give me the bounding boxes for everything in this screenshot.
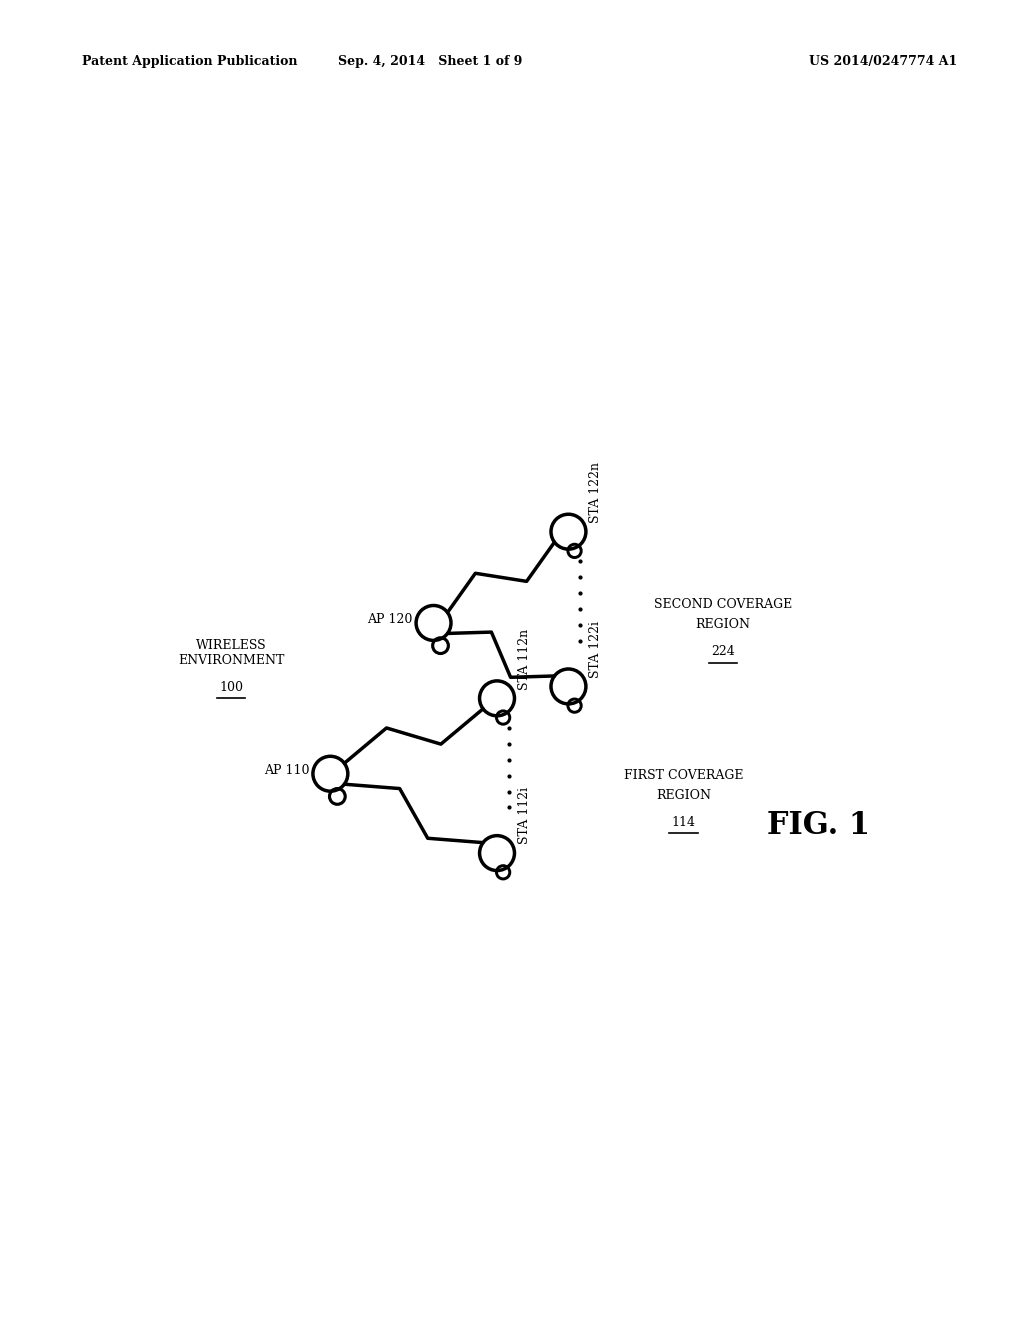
- Text: 114: 114: [672, 816, 695, 829]
- Text: WIRELESS: WIRELESS: [196, 639, 266, 652]
- Text: SECOND COVERAGE: SECOND COVERAGE: [654, 598, 793, 611]
- Text: STA 122n: STA 122n: [590, 462, 602, 523]
- Text: US 2014/0247774 A1: US 2014/0247774 A1: [809, 55, 957, 69]
- Text: REGION: REGION: [656, 788, 711, 801]
- Text: ENVIRONMENT: ENVIRONMENT: [178, 653, 285, 667]
- Text: 100: 100: [219, 681, 243, 694]
- Text: STA 112i: STA 112i: [518, 787, 531, 845]
- Text: STA 112n: STA 112n: [518, 628, 531, 689]
- Text: AP 110: AP 110: [264, 764, 309, 776]
- Text: 224: 224: [712, 645, 735, 659]
- Text: Patent Application Publication: Patent Application Publication: [82, 55, 297, 69]
- Text: FIRST COVERAGE: FIRST COVERAGE: [624, 768, 743, 781]
- Text: REGION: REGION: [695, 618, 751, 631]
- Text: FIG. 1: FIG. 1: [767, 809, 870, 841]
- Text: Sep. 4, 2014   Sheet 1 of 9: Sep. 4, 2014 Sheet 1 of 9: [338, 55, 522, 69]
- Text: STA 122i: STA 122i: [590, 620, 602, 677]
- Text: AP 120: AP 120: [368, 612, 413, 626]
